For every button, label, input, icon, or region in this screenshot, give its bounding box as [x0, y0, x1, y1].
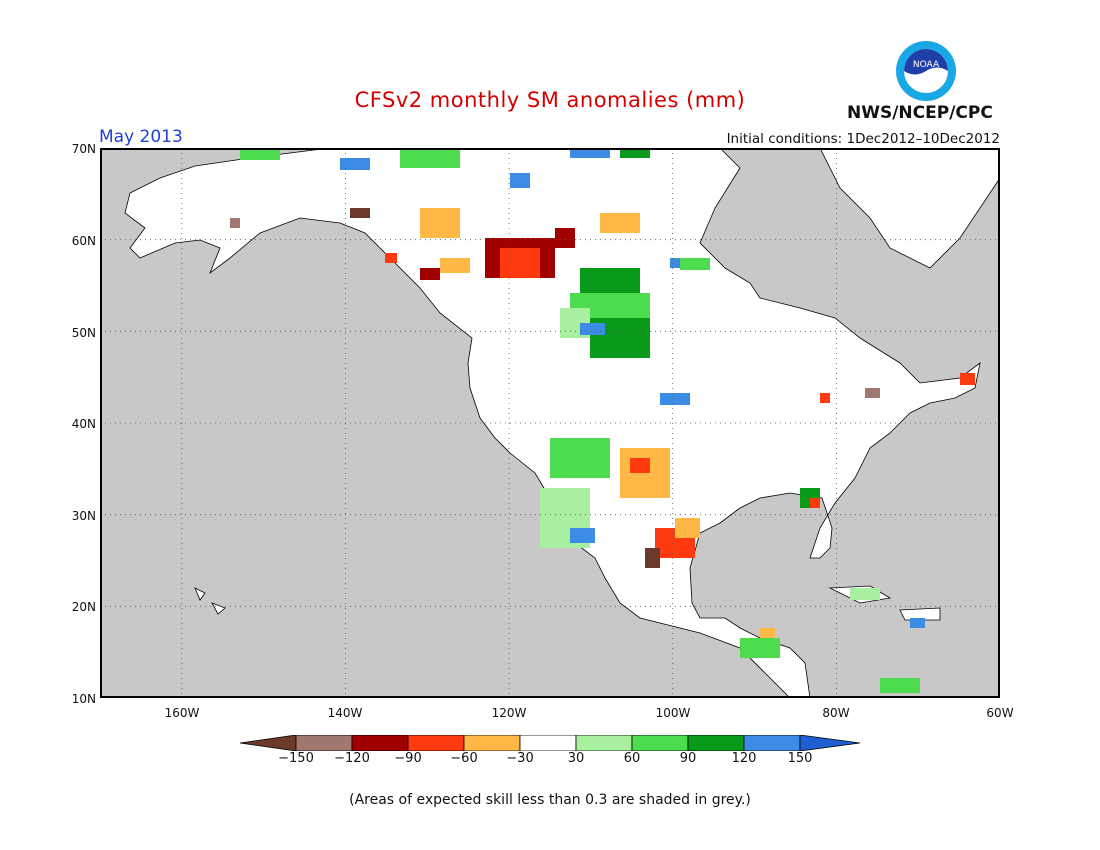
chart-title: CFSv2 monthly SM anomalies (mm): [354, 88, 746, 112]
lat-label-30n: 30N: [71, 509, 96, 523]
colorbar-tick: −150: [278, 751, 314, 766]
colorbar-tick: 150: [787, 751, 813, 766]
lat-label-10n: 10N: [71, 692, 96, 706]
hawaii-islands: [194, 587, 226, 615]
lon-label-60w: 60W: [986, 706, 1014, 720]
agency-label: NWS/NCEP/CPC: [847, 103, 993, 123]
colorbar-tick: −60: [450, 751, 478, 766]
lon-label-140w: 140W: [327, 706, 363, 720]
map-frame: [100, 148, 1000, 698]
gridlines: [100, 148, 1000, 698]
lon-label-80w: 80W: [822, 706, 850, 720]
colorbar-tick: −30: [506, 751, 534, 766]
lat-label-20n: 20N: [71, 600, 96, 614]
colorbar-tick: 60: [623, 751, 641, 766]
colorbar-tick: 90: [679, 751, 697, 766]
noaa-logo: NOAA: [896, 41, 956, 101]
anomaly-map: [100, 148, 1000, 698]
initial-conditions: Initial conditions: 1Dec2012–10Dec2012: [726, 131, 1000, 147]
lat-label-50n: 50N: [71, 326, 96, 340]
logo-text: NOAA: [913, 60, 940, 70]
colorbar-tick: −120: [334, 751, 370, 766]
colorbar-tick: 30: [567, 751, 585, 766]
lon-label-100w: 100W: [655, 706, 691, 720]
hispaniola-land: [899, 607, 941, 621]
lon-label-120w: 120W: [491, 706, 527, 720]
colorbar: [240, 735, 861, 751]
footnote: (Areas of expected skill less than 0.3 a…: [349, 792, 751, 808]
anomaly-cells: [230, 148, 975, 693]
lat-label-70n: 70N: [71, 142, 96, 156]
forecast-month: May 2013: [99, 127, 183, 147]
lat-label-40n: 40N: [71, 417, 96, 431]
colorbar-tick: −90: [394, 751, 422, 766]
greenland-land: [819, 148, 1000, 269]
north-america-land: [124, 148, 981, 698]
colorbar-tick: 120: [731, 751, 757, 766]
lon-label-160w: 160W: [164, 706, 200, 720]
lat-label-60n: 60N: [71, 234, 96, 248]
